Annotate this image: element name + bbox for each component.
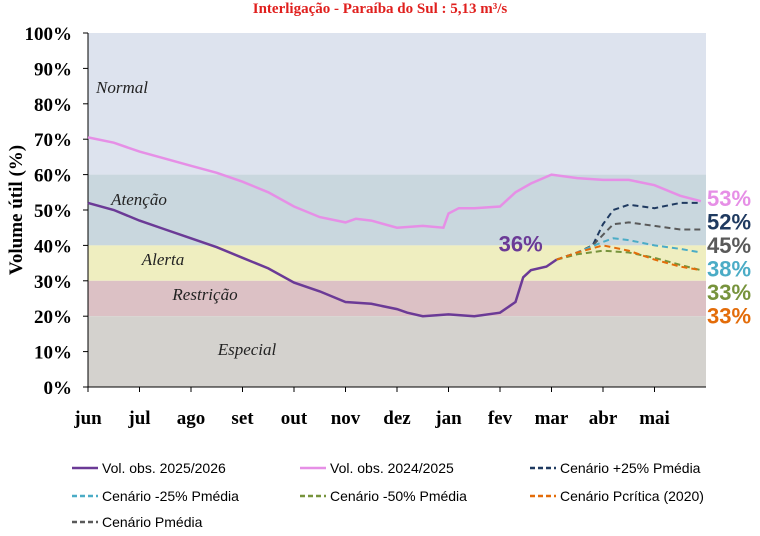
legend-label: Cenário +25% Pmédia — [560, 460, 701, 476]
series-line — [87, 136, 702, 230]
zone-label: Restrição — [171, 285, 237, 304]
zone-band — [88, 316, 706, 387]
series-line — [556, 237, 702, 261]
legend-label: Vol. obs. 2024/2025 — [330, 460, 454, 476]
end-label: 52% — [707, 210, 751, 235]
x-tick-label: mai — [639, 408, 670, 429]
end-label: 33% — [707, 304, 751, 329]
chart-title: Interligação - Paraíba do Sul : 5,13 m³/… — [253, 1, 508, 17]
y-tick-label: 100% — [25, 24, 73, 45]
y-tick-label: 40% — [34, 236, 72, 257]
legend-label: Cenário -50% Pmédia — [330, 488, 467, 504]
x-tick-label: jul — [127, 408, 150, 429]
y-tick-label: 0% — [44, 378, 73, 399]
legend-label: Vol. obs. 2025/2026 — [102, 460, 226, 476]
annotation: 36% — [499, 232, 543, 257]
y-tick-label: 70% — [34, 130, 72, 151]
x-tick-label: out — [281, 408, 308, 429]
y-axis-label: Volume útil (%) — [6, 145, 27, 275]
legend-label: Cenário Pmédia — [102, 514, 203, 530]
zone-label: Especial — [217, 340, 277, 359]
x-tick-label: fev — [488, 408, 513, 429]
end-label: 33% — [707, 280, 751, 305]
series-line — [556, 249, 702, 272]
x-tick-label: abr — [589, 408, 618, 429]
x-tick-label: nov — [331, 408, 361, 429]
zone-label: Atenção — [110, 190, 167, 209]
x-tick-label: mar — [535, 408, 569, 429]
end-label: 53% — [707, 186, 751, 211]
series-line — [87, 201, 558, 318]
x-tick-label: jun — [73, 408, 102, 429]
zone-label: Alerta — [141, 250, 185, 269]
end-label: 45% — [707, 233, 751, 258]
y-tick-label: 10% — [34, 343, 72, 364]
x-tick-label: set — [231, 408, 254, 429]
y-tick-label: 90% — [34, 59, 72, 80]
zone-band — [88, 33, 706, 175]
legend-label: Cenário -25% Pmédia — [102, 488, 239, 504]
zone-label: Normal — [95, 78, 148, 97]
x-tick-label: ago — [177, 408, 206, 429]
zone-band — [88, 245, 706, 281]
y-tick-label: 60% — [34, 166, 72, 187]
series-line — [556, 244, 702, 272]
x-tick-label: dez — [383, 408, 411, 429]
y-tick-label: 20% — [34, 307, 72, 328]
y-tick-label: 50% — [34, 201, 72, 222]
end-label: 38% — [707, 257, 751, 282]
y-tick-label: 80% — [34, 95, 72, 116]
y-tick-label: 30% — [34, 272, 72, 293]
x-tick-label: jan — [434, 408, 462, 429]
legend-label: Cenário Pcrítica (2020) — [560, 488, 704, 504]
